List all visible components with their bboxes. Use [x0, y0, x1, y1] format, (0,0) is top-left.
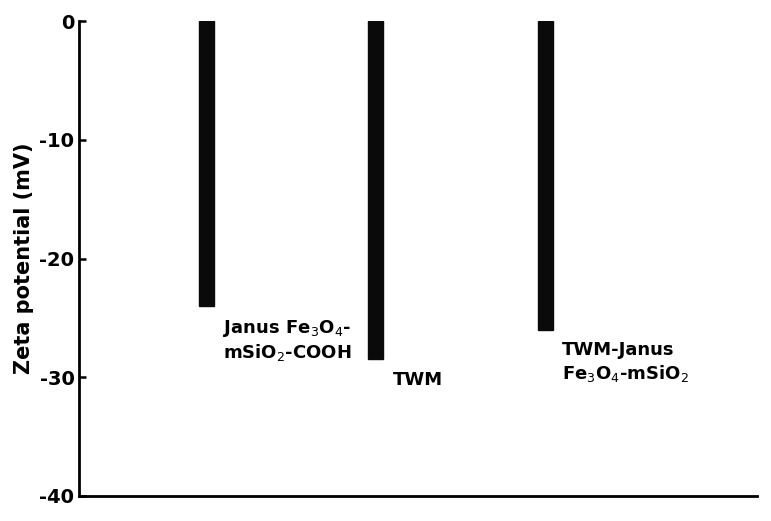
Bar — [369, 21, 383, 359]
Text: TWM-Janus
Fe$_3$O$_4$-mSiO$_2$: TWM-Janus Fe$_3$O$_4$-mSiO$_2$ — [562, 341, 689, 383]
Y-axis label: Zeta potential (mV): Zeta potential (mV) — [14, 143, 34, 374]
Bar — [199, 21, 214, 306]
Text: TWM: TWM — [392, 371, 443, 389]
Text: Janus Fe$_3$O$_4$-
mSiO$_2$-COOH: Janus Fe$_3$O$_4$- mSiO$_2$-COOH — [224, 318, 352, 363]
Bar — [537, 21, 553, 330]
